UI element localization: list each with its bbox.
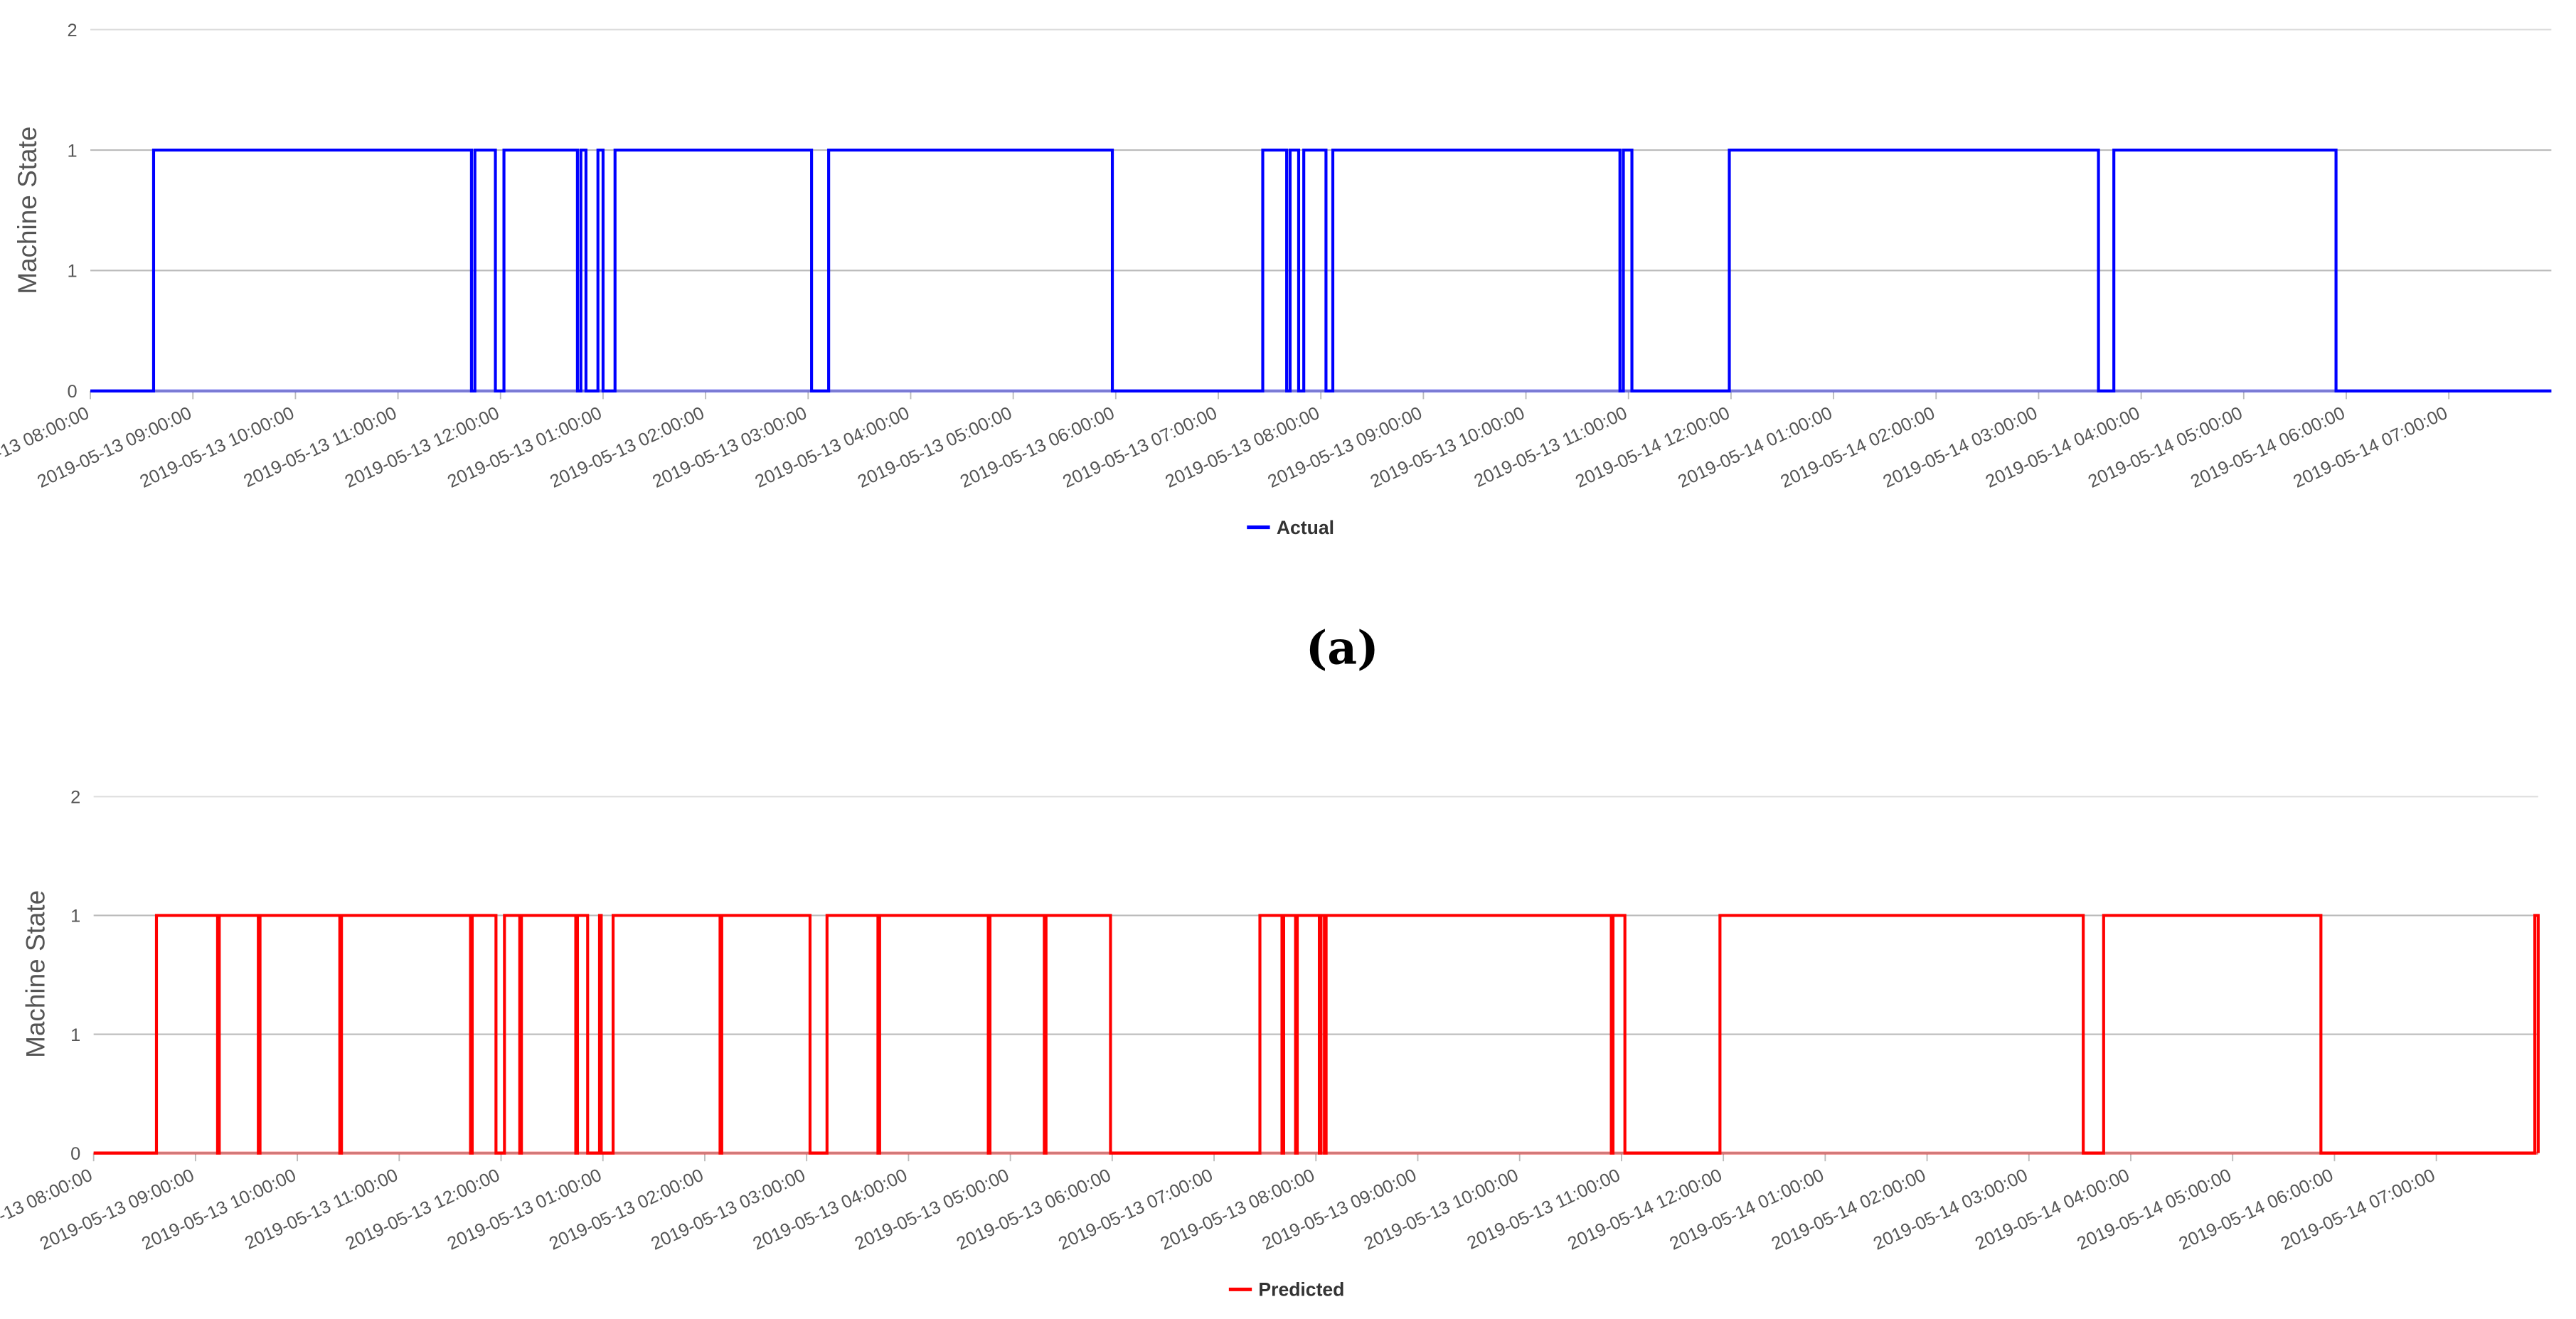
- y-tick-label: 1: [67, 141, 77, 161]
- series-line-actual: [90, 148, 2552, 393]
- legend-label: Actual: [1277, 517, 1334, 538]
- y-tick-label: 1: [70, 1025, 80, 1045]
- y-tick-label: 1: [70, 907, 80, 926]
- y-tick-label: 0: [70, 1144, 80, 1164]
- legend-label: Predicted: [1258, 1279, 1344, 1301]
- y-axis-title: Machine State: [13, 127, 42, 294]
- y-tick-label: 2: [70, 788, 80, 808]
- y-axis-title: Machine State: [21, 890, 50, 1058]
- y-tick-label: 2: [67, 21, 77, 41]
- figure-caption: (a): [1306, 621, 1379, 675]
- series-line-predicted: [93, 914, 2540, 1155]
- y-tick-label: 1: [67, 262, 77, 282]
- y-tick-label: 0: [67, 382, 77, 402]
